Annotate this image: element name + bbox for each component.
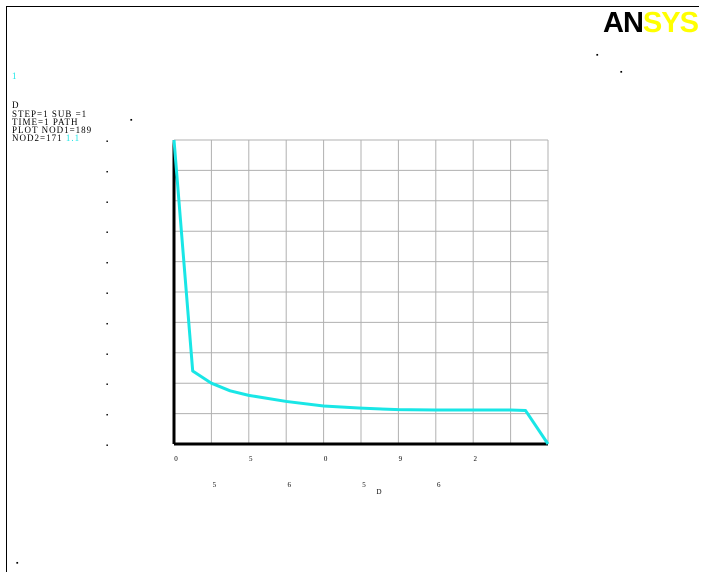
y-tick-label: ▪ <box>106 413 108 419</box>
x-tick-label: 9 <box>399 455 403 463</box>
legend-node-line: NOD2=171 1.1 <box>12 133 81 143</box>
legend-time-line: TIME=1 PATH <box>12 117 79 127</box>
legend-number-mark: D <box>12 100 20 110</box>
x-axis-label: D <box>376 488 381 496</box>
x-tick-label: 5 <box>213 481 217 489</box>
series-line-0 <box>172 139 550 445</box>
legend-node-text: NOD2=171 <box>12 133 63 143</box>
legend-side-mark: ▪ <box>130 116 133 124</box>
corner-mark-b: ▪ <box>620 68 623 76</box>
legend-step-line: STEP=1 SUB =1 <box>12 109 88 119</box>
x-tick-label: 6 <box>287 481 291 489</box>
x-tick-label: 0 <box>174 455 178 463</box>
logo-text-yellow: SYS <box>642 7 699 39</box>
legend-top-mark: 1 <box>12 71 18 81</box>
legend-curve-label: 1.1 <box>65 133 81 143</box>
legend-plot-line: PLOT NOD1=189 <box>12 125 93 135</box>
y-tick-label: ▪ <box>106 139 108 145</box>
graphics-window <box>6 6 699 572</box>
x-tick-label: 5 <box>362 481 366 489</box>
y-tick-label: ▪ <box>106 321 108 327</box>
y-tick-label: ▪ <box>106 352 108 358</box>
y-tick-label: ▪ <box>106 261 108 267</box>
corner-mark-a: ▪ <box>596 51 599 59</box>
x-tick-label: 0 <box>324 455 328 463</box>
x-tick-label: 2 <box>473 455 477 463</box>
x-tick-label: 5 <box>249 455 253 463</box>
y-tick-label: ▪ <box>106 200 108 206</box>
y-tick-label: ▪ <box>106 230 108 236</box>
y-tick-label: ▪ <box>106 382 108 388</box>
logo-text-dark: AN <box>603 7 644 39</box>
y-tick-label: ▪ <box>106 291 108 297</box>
bottom-mark: ▪ <box>16 559 19 567</box>
ansys-logo: ANSYS <box>603 6 699 40</box>
x-tick-label: 6 <box>437 481 441 489</box>
y-tick-label: ▪ <box>106 169 108 175</box>
y-tick-label: ▪ <box>106 443 108 449</box>
